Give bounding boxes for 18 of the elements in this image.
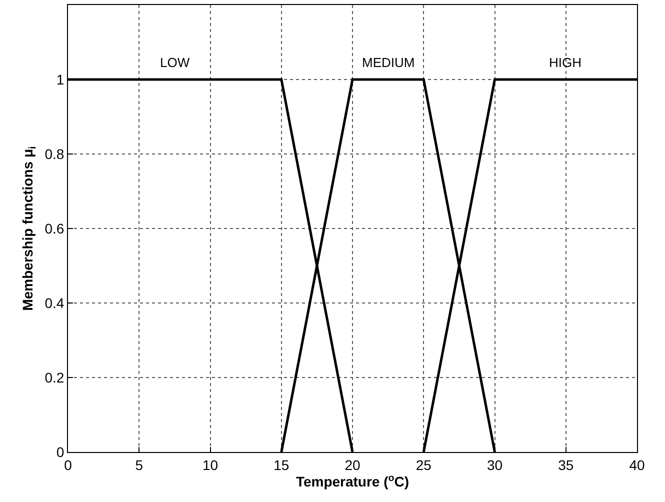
x-tick-label: 25 — [416, 456, 432, 473]
x-tick-label: 35 — [558, 456, 574, 473]
x-axis-title: Temperature ($^{o}$C) — [296, 472, 410, 490]
series-label: MEDIUM — [362, 55, 415, 70]
x-tick-label: 5 — [135, 456, 144, 473]
y-tick-label: 0.6 — [44, 220, 64, 236]
y-tick-label: 0.2 — [44, 369, 64, 386]
y-tick-label: 0.8 — [44, 146, 64, 162]
y-tick-label: 1 — [56, 71, 64, 88]
x-tick-label: 30 — [486, 456, 503, 473]
x-tick-label: 15 — [274, 456, 290, 473]
x-tick-label: 10 — [202, 456, 218, 473]
y-tick-label: 0 — [56, 444, 64, 460]
x-tick-label: 40 — [629, 456, 645, 473]
x-tick-label: 20 — [344, 456, 360, 473]
series-label: LOW — [160, 55, 190, 70]
y-tick-label: 0.4 — [44, 294, 64, 311]
series-label: HIGH — [549, 55, 582, 70]
